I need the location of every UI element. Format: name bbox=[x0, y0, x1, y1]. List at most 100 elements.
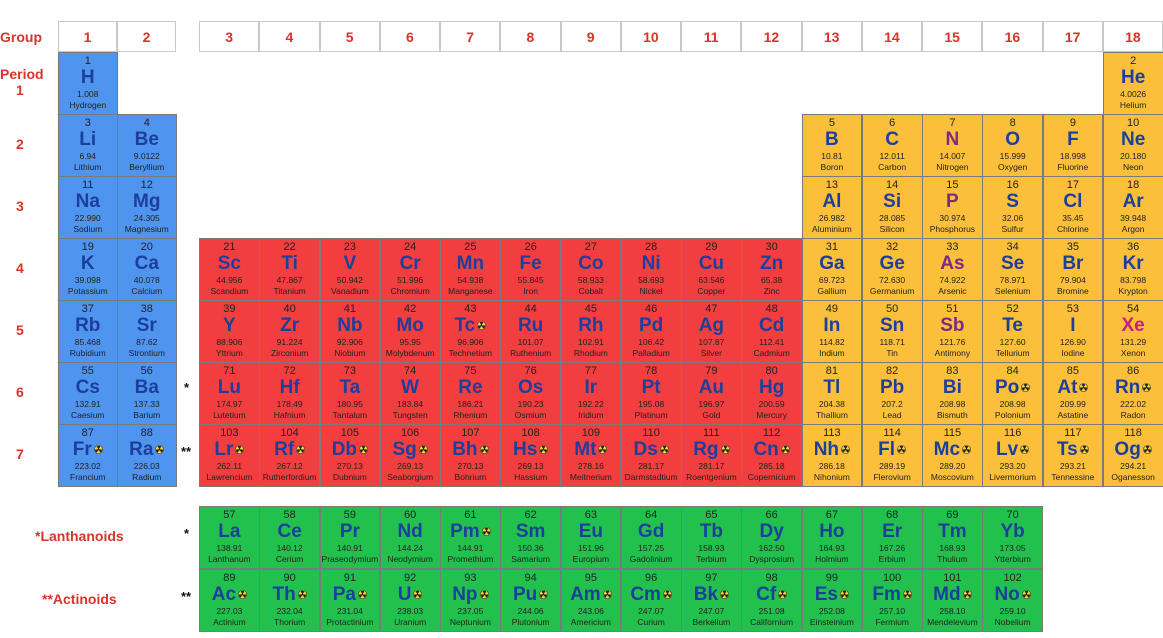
atomic-mass: 1.008 bbox=[77, 89, 99, 99]
element-cell: 76 Os 190.23 Osmium bbox=[500, 362, 561, 425]
element-name: Holmium bbox=[815, 554, 849, 564]
symbol-text: Th bbox=[272, 583, 296, 605]
atomic-number: 110 bbox=[642, 427, 660, 439]
element-cell: 64 Gd 157.25 Gadolinium bbox=[620, 506, 682, 569]
element-cell: 34 Se 78.971 Selenium bbox=[982, 238, 1043, 301]
atomic-number: 61 bbox=[464, 509, 477, 521]
atomic-number: 75 bbox=[464, 365, 477, 377]
period-number: 5 bbox=[16, 322, 24, 338]
atomic-mass: 58.693 bbox=[638, 275, 665, 285]
element-cell: 19 K 39.098 Potassium bbox=[58, 238, 118, 301]
element-symbol: P bbox=[946, 191, 959, 212]
atomic-mass: 102.91 bbox=[577, 337, 604, 347]
symbol-text: Np bbox=[452, 583, 478, 605]
element-name: Fluorine bbox=[1057, 162, 1089, 172]
atomic-mass: 223.02 bbox=[74, 461, 101, 471]
atomic-number: 117 bbox=[1064, 427, 1082, 439]
element-symbol: Sb bbox=[940, 315, 964, 336]
radioactive-icon bbox=[962, 589, 972, 599]
atomic-mass: 238.03 bbox=[397, 605, 424, 616]
atomic-mass: 9.0122 bbox=[133, 151, 160, 161]
element-name: Gadolinium bbox=[629, 554, 673, 564]
atomic-number: 108 bbox=[521, 427, 540, 439]
element-cell: 84 Po 208.98 Polonium bbox=[982, 362, 1043, 425]
element-name: Meitnerium bbox=[569, 472, 612, 482]
atomic-number: 26 bbox=[524, 241, 537, 253]
element-name: Flerovium bbox=[873, 472, 911, 482]
element-symbol: Ra bbox=[129, 439, 165, 460]
element-cell: 107 Bh 270.13 Bohrium bbox=[440, 424, 501, 487]
symbol-text: Eu bbox=[578, 521, 604, 542]
period-label: Period bbox=[0, 66, 44, 82]
symbol-text: Gd bbox=[637, 521, 665, 542]
atomic-number: 2 bbox=[1130, 55, 1137, 67]
element-cell: 49 In 114.82 Indium bbox=[801, 300, 863, 363]
element-cell: 65 Tb 158.93 Terbium bbox=[681, 506, 742, 569]
element-symbol: Tb bbox=[700, 521, 723, 542]
element-symbol: Xe bbox=[1122, 315, 1145, 336]
symbol-text: At bbox=[1057, 377, 1078, 398]
series-marker: ** bbox=[181, 444, 192, 459]
element-name: Boron bbox=[820, 162, 844, 172]
element-symbol: U bbox=[398, 584, 423, 605]
element-cell: 70 Yb 173.05 Ytterbium bbox=[982, 506, 1043, 569]
element-symbol: Te bbox=[1002, 315, 1023, 336]
element-symbol: K bbox=[81, 253, 95, 274]
atomic-mass: 47.867 bbox=[276, 275, 303, 285]
atomic-mass: 24.305 bbox=[133, 213, 160, 223]
atomic-number: 40 bbox=[283, 303, 296, 315]
atomic-number: 12 bbox=[140, 179, 153, 191]
element-cell: 41 Nb 92.906 Niobium bbox=[319, 300, 381, 363]
element-symbol: Rh bbox=[578, 315, 603, 336]
element-cell: 114 Fl 289.19 Flerovium bbox=[861, 424, 923, 487]
element-name: Chromium bbox=[390, 286, 430, 296]
element-name: Seaborgium bbox=[387, 472, 434, 482]
series-marker: * bbox=[184, 526, 190, 541]
element-name: Dysprosium bbox=[749, 554, 795, 564]
atomic-mass: 164.93 bbox=[818, 543, 845, 553]
element-cell: 7 N 14.007 Nitrogen bbox=[922, 114, 983, 177]
element-cell: 42 Mo 95.95 Molybdenum bbox=[379, 300, 441, 363]
element-name: Rhodium bbox=[573, 348, 608, 358]
group-label: Group bbox=[0, 29, 42, 45]
atomic-mass: 285.18 bbox=[758, 461, 785, 471]
element-cell: 51 Sb 121.76 Antimony bbox=[922, 300, 983, 363]
element-symbol: H bbox=[81, 67, 95, 88]
radioactive-icon bbox=[962, 445, 971, 454]
symbol-text: Ga bbox=[819, 253, 845, 274]
atomic-mass: 131.29 bbox=[1120, 337, 1147, 347]
element-name: Mendelevium bbox=[927, 616, 978, 627]
symbol-text: Rn bbox=[1114, 377, 1141, 398]
atomic-number: 67 bbox=[825, 509, 838, 521]
symbol-text: W bbox=[401, 377, 420, 398]
element-symbol: Ar bbox=[1123, 191, 1144, 212]
element-symbol: Y bbox=[223, 315, 236, 336]
element-cell: 53 I 126.90 Iodine bbox=[1042, 300, 1104, 363]
atomic-number: 3 bbox=[84, 117, 91, 129]
element-symbol: Nd bbox=[397, 521, 422, 542]
element-cell: 112 Cn 285.18 Copernicium bbox=[741, 424, 802, 487]
element-cell: 47 Ag 107.87 Silver bbox=[681, 300, 742, 363]
symbol-text: Lr bbox=[214, 439, 234, 460]
symbol-text: Na bbox=[75, 191, 100, 212]
atomic-number: 114 bbox=[883, 427, 901, 439]
atomic-mass: 96.906 bbox=[457, 337, 484, 347]
element-symbol: Kr bbox=[1123, 253, 1144, 274]
symbol-text: Xe bbox=[1121, 315, 1145, 336]
atomic-number: 96 bbox=[645, 571, 658, 584]
element-name: Osmium bbox=[514, 410, 547, 420]
group-number: 10 bbox=[620, 21, 681, 52]
period-number: 1 bbox=[16, 82, 24, 98]
atomic-number: 41 bbox=[343, 303, 356, 315]
atomic-mass: 151.96 bbox=[577, 543, 604, 553]
atomic-number: 45 bbox=[584, 303, 597, 315]
element-name: Technetium bbox=[448, 348, 493, 358]
radioactive-icon bbox=[296, 445, 306, 454]
atomic-number: 54 bbox=[1127, 303, 1140, 315]
symbol-text: Er bbox=[882, 521, 903, 542]
atomic-mass: 244.06 bbox=[517, 605, 544, 616]
atomic-mass: 178.49 bbox=[276, 399, 303, 409]
element-name: Gold bbox=[702, 410, 721, 420]
symbol-text: Pr bbox=[339, 521, 360, 542]
element-cell: 30 Zn 65.38 Zinc bbox=[741, 238, 802, 301]
